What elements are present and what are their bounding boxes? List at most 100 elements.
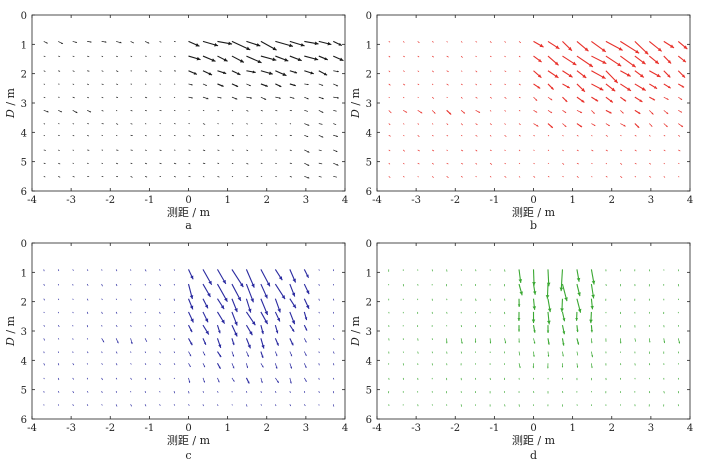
- vector-arrow: [388, 176, 391, 178]
- vector-arrow: [275, 351, 278, 357]
- vector-shaft: [173, 176, 176, 178]
- vector-head: [224, 297, 228, 302]
- vector-shaft: [605, 162, 608, 165]
- vector-arrow: [333, 70, 339, 73]
- vector-arrow: [188, 338, 193, 346]
- vector-arrow: [217, 83, 224, 87]
- vector-shaft: [678, 134, 681, 137]
- vector-shaft: [533, 176, 536, 178]
- vector-arrow: [72, 176, 75, 178]
- x-tick-label: 1: [569, 195, 575, 206]
- vector-shaft: [431, 55, 435, 58]
- vector-arrow: [116, 83, 119, 85]
- x-tick-label: 0: [530, 423, 536, 434]
- vector-arrow: [144, 377, 147, 380]
- vector-arrow: [217, 40, 233, 46]
- vector-shaft: [202, 149, 206, 152]
- vector-head: [554, 74, 559, 78]
- vector-shaft: [388, 134, 391, 137]
- vector-shaft: [72, 96, 75, 99]
- vector-arrow: [533, 110, 538, 113]
- vector-arrow: [663, 110, 669, 115]
- vector-arrow: [130, 110, 133, 112]
- vector-shaft: [402, 283, 405, 287]
- vector-arrow: [245, 283, 254, 303]
- vector-shaft: [231, 134, 235, 137]
- vector-head: [654, 60, 659, 64]
- vector-arrow: [72, 96, 75, 99]
- vector-head: [680, 125, 683, 127]
- vector-shaft: [663, 391, 665, 394]
- vector-head: [282, 72, 287, 76]
- x-tick-label: 3: [303, 195, 309, 206]
- vector-arrow: [504, 83, 506, 86]
- vector-head: [306, 97, 309, 100]
- vector-arrow: [43, 41, 48, 44]
- vector-arrow: [446, 123, 449, 126]
- vector-arrow: [504, 404, 506, 407]
- vector-arrow: [101, 96, 104, 99]
- vector-arrow: [72, 298, 74, 301]
- vector-head: [681, 74, 686, 78]
- vector-head: [577, 292, 581, 297]
- vector-shaft: [431, 162, 434, 165]
- vector-arrow: [101, 110, 104, 112]
- vector-arrow: [460, 123, 463, 126]
- vector-arrow: [101, 83, 104, 86]
- vector-shaft: [173, 351, 175, 354]
- vector-shaft: [86, 377, 89, 380]
- vector-shaft: [72, 55, 75, 58]
- x-tick-label: -2: [105, 423, 115, 434]
- vector-head: [305, 340, 307, 343]
- vector-arrow: [649, 176, 652, 178]
- vector-head: [251, 283, 255, 288]
- vector-arrow: [663, 149, 666, 152]
- vector-arrow: [333, 109, 337, 112]
- vector-arrow: [402, 162, 405, 165]
- vector-head: [261, 381, 263, 384]
- vector-arrow: [431, 110, 436, 114]
- vector-arrow: [202, 377, 206, 383]
- y-axis-label: D / m: [349, 315, 362, 347]
- vector-shaft: [159, 351, 161, 354]
- vector-shaft: [403, 55, 406, 58]
- vector-shaft: [72, 311, 74, 314]
- vector-shaft: [446, 70, 449, 73]
- vector-shaft: [475, 55, 477, 58]
- vector-shaft: [144, 134, 147, 137]
- vector-shaft: [489, 135, 492, 137]
- vector-arrow: [72, 83, 75, 85]
- vector-arrow: [231, 283, 242, 302]
- vector-head: [532, 281, 536, 286]
- vector-head: [584, 47, 589, 52]
- vector-arrow: [57, 338, 60, 340]
- vector-arrow: [130, 123, 133, 125]
- vector-arrow: [116, 41, 122, 44]
- vector-shaft: [649, 149, 652, 152]
- vector-shaft: [231, 162, 234, 165]
- vector-arrow: [231, 40, 251, 51]
- vector-shaft: [87, 162, 89, 165]
- vector-arrow: [504, 134, 507, 137]
- vector-arrow: [605, 96, 614, 103]
- vector-shaft: [289, 404, 292, 407]
- vector-arrow: [43, 123, 46, 125]
- vector-head: [611, 87, 616, 92]
- vector-arrow: [289, 377, 292, 384]
- vector-shaft: [417, 96, 419, 99]
- vector-head: [547, 354, 550, 357]
- x-tick-label: 0: [185, 423, 191, 434]
- vector-arrow: [546, 269, 551, 287]
- vector-arrow: [388, 123, 391, 126]
- vector-arrow: [57, 363, 60, 366]
- vector-arrow: [475, 96, 478, 99]
- vector-arrow: [620, 162, 623, 165]
- vector-arrow: [202, 391, 204, 393]
- panel-letter: d: [530, 449, 537, 462]
- vector-shaft: [504, 83, 506, 86]
- vector-shaft: [504, 41, 507, 43]
- vector-arrow: [216, 283, 228, 303]
- vector-arrow: [86, 269, 89, 272]
- vector-arrow: [531, 311, 536, 323]
